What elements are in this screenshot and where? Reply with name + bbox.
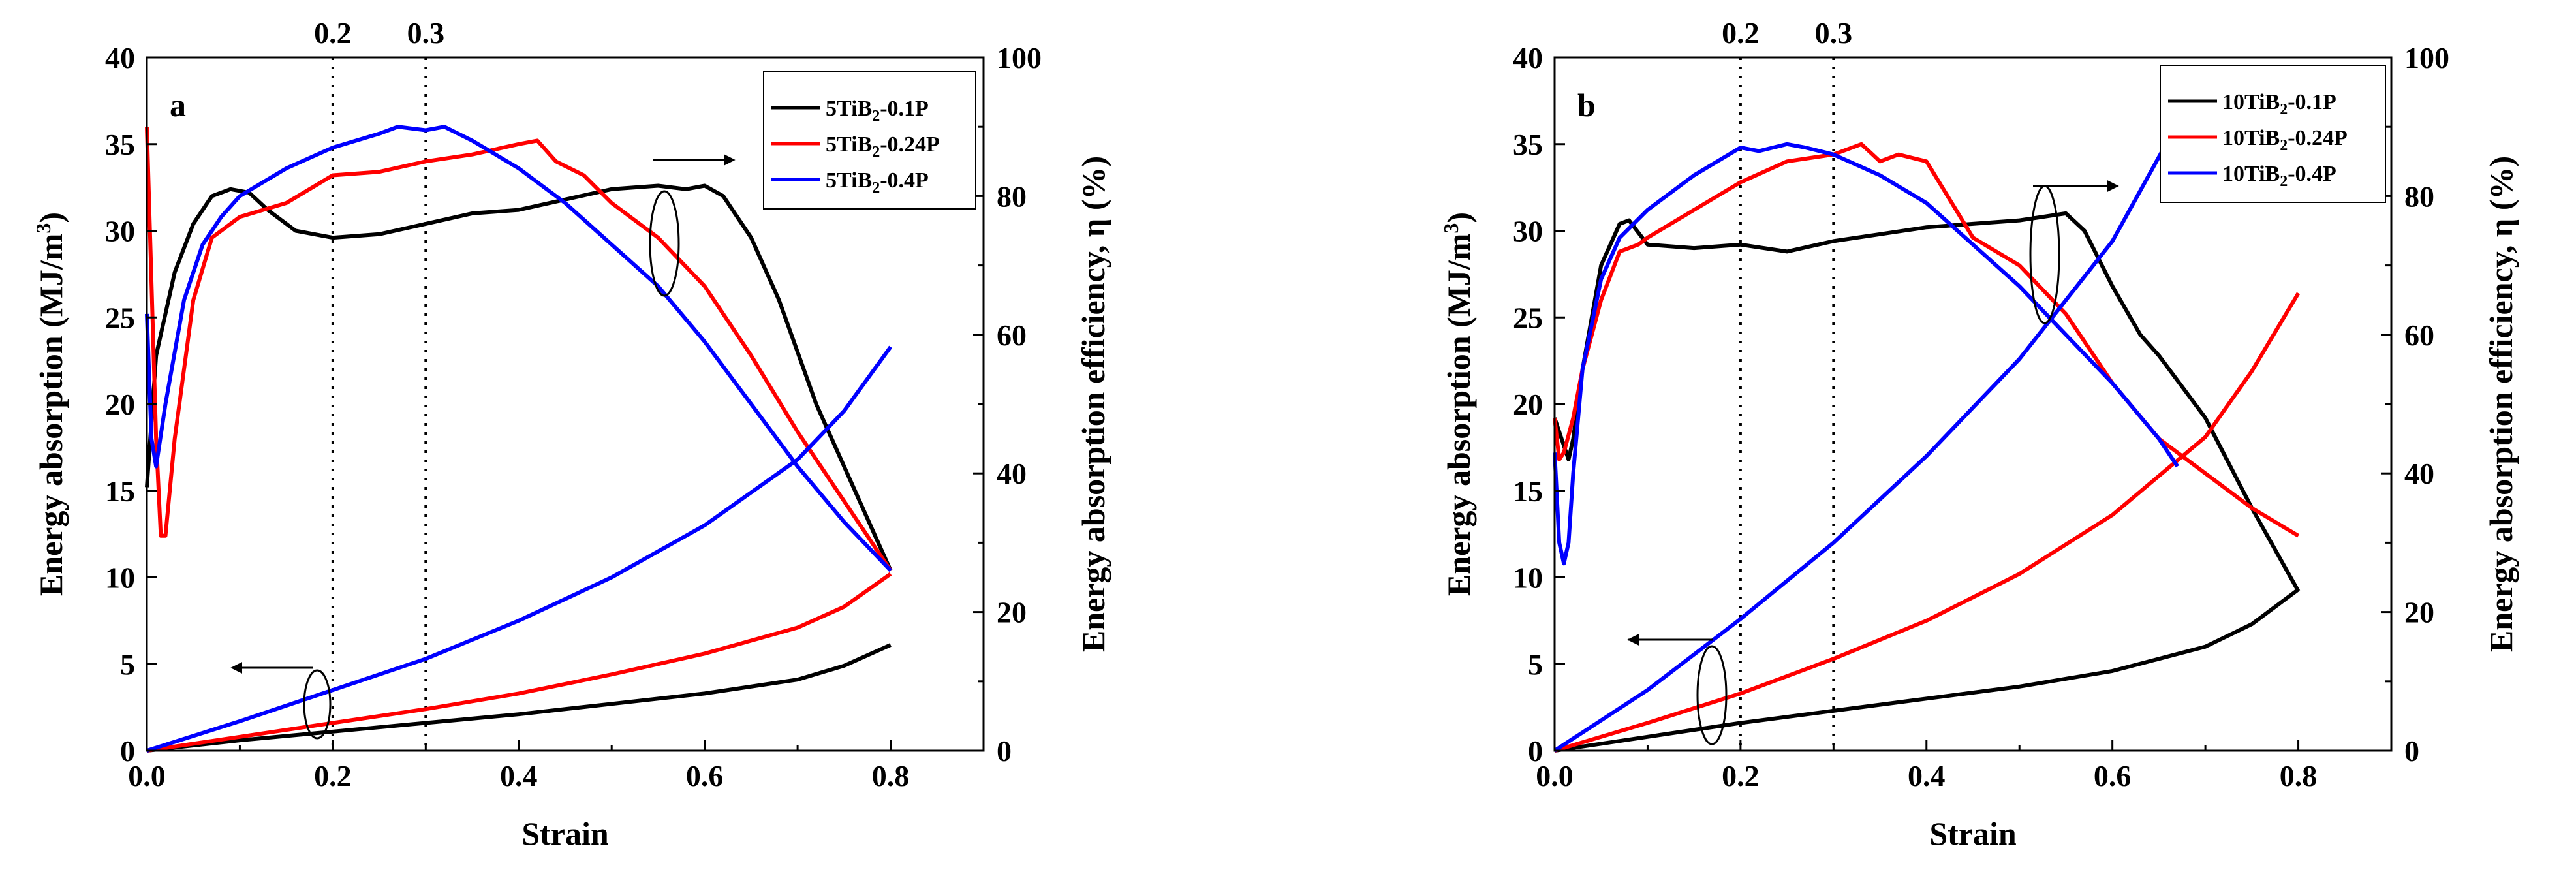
y-tick-label: 25: [105, 301, 135, 334]
y2-tick-label: 20: [997, 596, 1027, 629]
x-axis-label: Strain: [1929, 815, 2017, 852]
reference-line-label: 0.3: [1815, 16, 1853, 50]
efficiency-curves-marker: [2029, 185, 2060, 324]
legend-label: 5TiB2-0.4P: [826, 168, 929, 196]
efficiency-curves-marker: [649, 190, 680, 297]
legend-label: 10TiB2-0.24P: [2222, 126, 2348, 154]
annotations: [230, 154, 736, 740]
reference-line-label: 0.2: [314, 16, 352, 50]
y-tick-label: 5: [120, 648, 135, 681]
annotations: [1627, 180, 2119, 745]
legend-label: 5TiB2-0.1P: [826, 97, 929, 125]
energy-curves-marker: [1696, 645, 1728, 745]
energy-series-line: [146, 643, 892, 753]
panel-label: b: [1577, 87, 1596, 123]
y2-tick-label: 20: [2404, 596, 2434, 629]
x-tick-label: 0.2: [1722, 759, 1760, 792]
y-tick-label: 10: [1513, 561, 1543, 595]
energy-series-line: [146, 345, 893, 753]
energy-curves-marker: [303, 669, 332, 740]
y2-axis-label: Energy absorption efficiency, η (%): [2483, 156, 2519, 652]
y-tick-label: 10: [105, 561, 135, 595]
y2-tick-label: 80: [997, 180, 1027, 213]
y2-tick-label: 100: [997, 41, 1042, 74]
efficiency-series-line: [145, 127, 893, 572]
panel-label: a: [170, 87, 186, 123]
energy-series-line: [1554, 587, 2300, 753]
y-tick-label: 15: [1513, 475, 1543, 508]
y2-axis-label: Energy absorption efficiency, η (%): [1075, 156, 1111, 652]
x-tick-label: 0.8: [872, 759, 910, 792]
x-axis-label: Strain: [521, 815, 609, 852]
x-tick-label: 0.4: [500, 759, 538, 792]
x-tick-label: 0.6: [2094, 759, 2132, 792]
efficiency-series-line: [1553, 142, 2179, 566]
legend-box: [763, 71, 976, 210]
y-tick-label: 20: [1513, 388, 1543, 421]
y-axis-label: Energy absorption (MJ/m3): [1439, 212, 1477, 596]
y-tick-label: 5: [1528, 648, 1543, 681]
energy-series-line: [146, 572, 892, 753]
y2-tick-label: 60: [2404, 319, 2434, 352]
x-tick-label: 0.0: [128, 759, 166, 792]
efficiency-series-line: [145, 183, 893, 572]
legend-label: 10TiB2-0.1P: [2222, 90, 2336, 118]
reference-line-label: 0.2: [1722, 16, 1760, 50]
y-tick-label: 0: [120, 734, 135, 768]
y-tick-label: 35: [105, 128, 135, 161]
y-tick-label: 40: [1513, 41, 1543, 74]
y-tick-label: 20: [105, 388, 135, 421]
legend-entry: 5TiB2-0.1P: [771, 97, 929, 125]
chart-panel-b: 0.2 0.3 0.0 0.2 0.4 0.6 0.8 0 5 10 15 20 25 30 35 40 0 20…: [1439, 16, 2519, 852]
legend-label: 10TiB2-0.4P: [2222, 162, 2336, 190]
legend-entry: 5TiB2-0.4P: [771, 168, 929, 196]
y2-tick-label: 40: [997, 457, 1027, 490]
y2-tick-label: 80: [2404, 180, 2434, 213]
legend-entry: 10TiB2-0.24P: [2168, 126, 2348, 154]
legend-label: 5TiB2-0.24P: [826, 133, 940, 161]
energy-series-line: [1554, 292, 2301, 753]
y-tick-label: 25: [1513, 301, 1543, 334]
efficiency-series-line: [145, 125, 892, 572]
y-tick-label: 30: [105, 215, 135, 248]
y2-tick-label: 0: [2404, 734, 2419, 768]
y-tick-label: 15: [105, 475, 135, 508]
energy-series-line: [1553, 122, 2180, 753]
x-tick-label: 0.0: [1536, 759, 1574, 792]
legend-entry: 5TiB2-0.24P: [771, 133, 940, 161]
y-tick-label: 40: [105, 41, 135, 74]
legend: 5TiB2-0.1P 5TiB2-0.24P 5TiB2-0.4P: [763, 71, 976, 210]
legend-entry: 10TiB2-0.1P: [2168, 90, 2336, 118]
x-tick-label: 0.8: [2280, 759, 2318, 792]
legend-entry: 10TiB2-0.4P: [2168, 162, 2336, 190]
y-tick-label: 35: [1513, 128, 1543, 161]
efficiency-series-line: [1553, 211, 2301, 593]
chart-panel-a: 0.2 0.3 0.0 0.2 0.4 0.6 0.8 0 5 10 15 20 25 30 35 40 0 20…: [31, 16, 1111, 852]
x-tick-label: 0.2: [314, 759, 352, 792]
x-tick-label: 0.6: [686, 759, 724, 792]
y-tick-label: 0: [1528, 734, 1543, 768]
y-axis-label: Energy absorption (MJ/m3): [31, 212, 69, 596]
legend-box: [2160, 65, 2386, 203]
y2-tick-label: 0: [997, 734, 1012, 768]
x-tick-label: 0.4: [1908, 759, 1946, 792]
y2-tick-label: 60: [997, 319, 1027, 352]
y2-tick-label: 100: [2404, 41, 2449, 74]
reference-line-label: 0.3: [407, 16, 445, 50]
legend: 10TiB2-0.1P 10TiB2-0.24P 10TiB2-0.4P: [2160, 65, 2386, 203]
y2-tick-label: 40: [2404, 457, 2434, 490]
y-tick-label: 30: [1513, 215, 1543, 248]
